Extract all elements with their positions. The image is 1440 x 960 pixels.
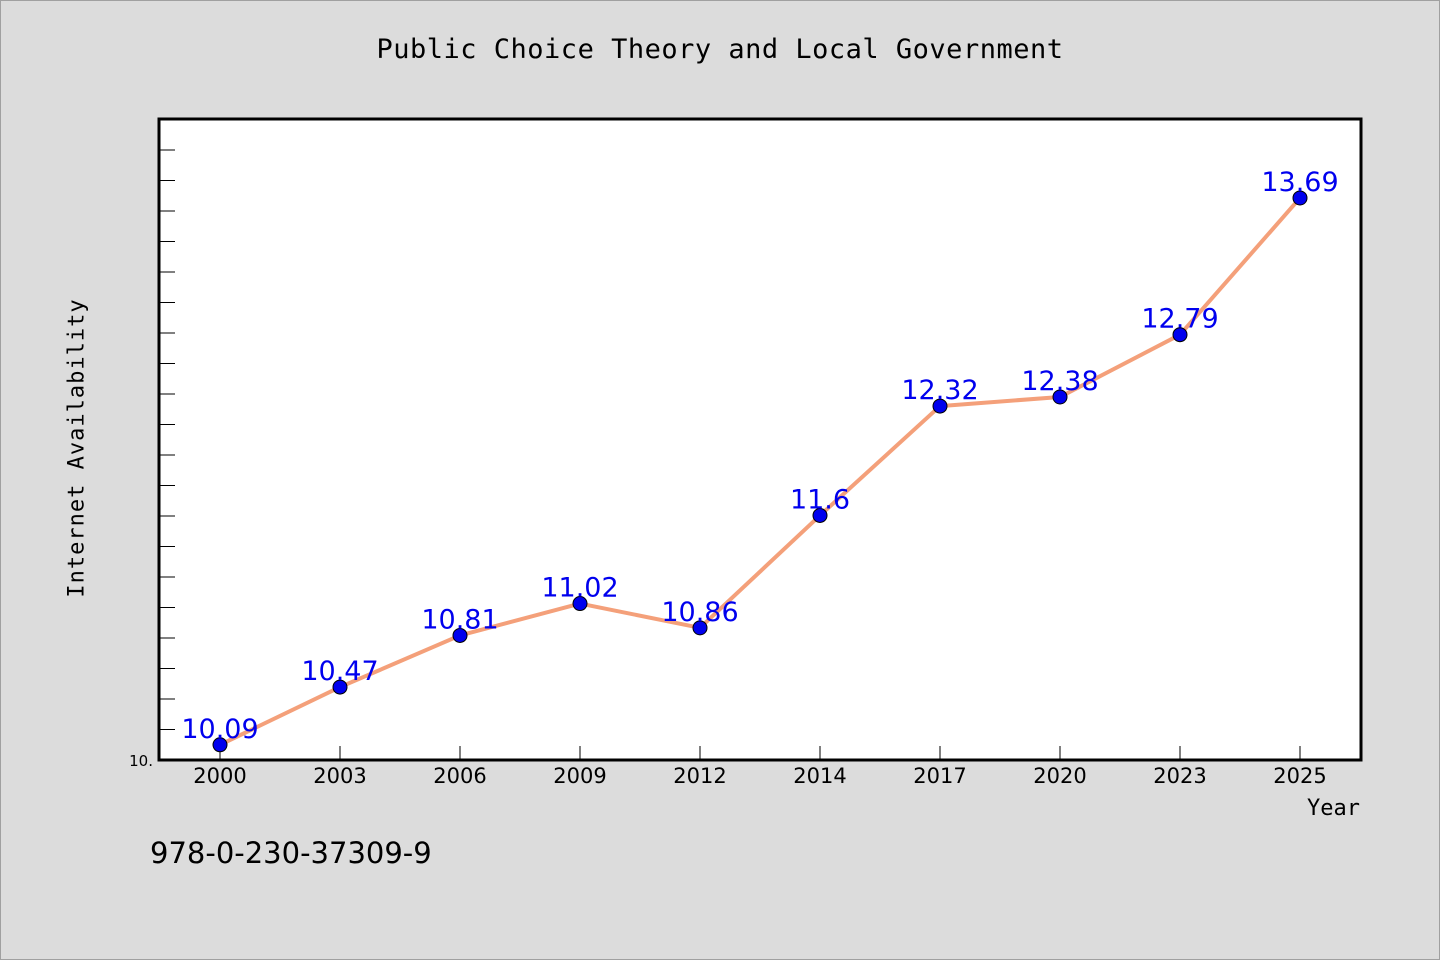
series-line [219, 196, 1302, 747]
data-labels: 10.09 10.47 10.81 11.02 10.86 11.6 12.32 12.38 1… [181, 167, 1338, 745]
x-tick-label: 2012 [673, 764, 726, 788]
series-line-group [219, 196, 1302, 747]
data-point [1172, 327, 1188, 343]
data-label: 10.81 [421, 604, 498, 635]
data-point [572, 596, 588, 612]
x-tick-label: 2003 [313, 764, 366, 788]
x-tick-label: 2017 [913, 764, 966, 788]
x-tick-label: 2006 [433, 764, 486, 788]
x-tick-label: 2009 [553, 764, 606, 788]
data-label: 12.32 [901, 375, 978, 406]
chart-title: Public Choice Theory and Local Governmen… [376, 34, 1064, 65]
data-point [932, 398, 948, 414]
isbn-text: 978-0-230-37309-9 [150, 836, 432, 870]
data-point [452, 627, 468, 643]
y-axis-ticks [159, 149, 175, 730]
data-point [212, 737, 228, 753]
y-tick-label: 10. [129, 752, 153, 770]
x-tick-label: 2020 [1033, 764, 1086, 788]
data-point [1052, 389, 1068, 405]
x-axis-tick-labels: 2000 2003 2006 2009 2012 2014 2017 2020 2023 2025 [193, 764, 1326, 788]
data-label: 12.79 [1141, 304, 1218, 335]
data-point [812, 507, 828, 523]
data-point [332, 679, 348, 695]
x-tick-label: 2000 [193, 764, 246, 788]
data-label: 10.09 [181, 714, 258, 745]
data-label: 10.86 [661, 597, 738, 628]
x-axis-title: Year [1307, 796, 1360, 821]
x-tick-label: 2014 [793, 764, 846, 788]
data-point [1292, 190, 1308, 206]
data-label: 13.69 [1261, 167, 1338, 198]
data-point [692, 620, 708, 636]
plot-area [157, 117, 1363, 762]
x-tick-label: 2025 [1273, 764, 1326, 788]
data-label: 11.02 [541, 573, 618, 604]
data-label: 10.47 [301, 656, 378, 687]
data-label: 11.6 [790, 484, 850, 515]
data-label: 12.38 [1021, 366, 1098, 397]
data-markers [212, 190, 1308, 753]
x-tick-label: 2023 [1153, 764, 1206, 788]
y-axis-title: Internet Availability [64, 298, 90, 598]
